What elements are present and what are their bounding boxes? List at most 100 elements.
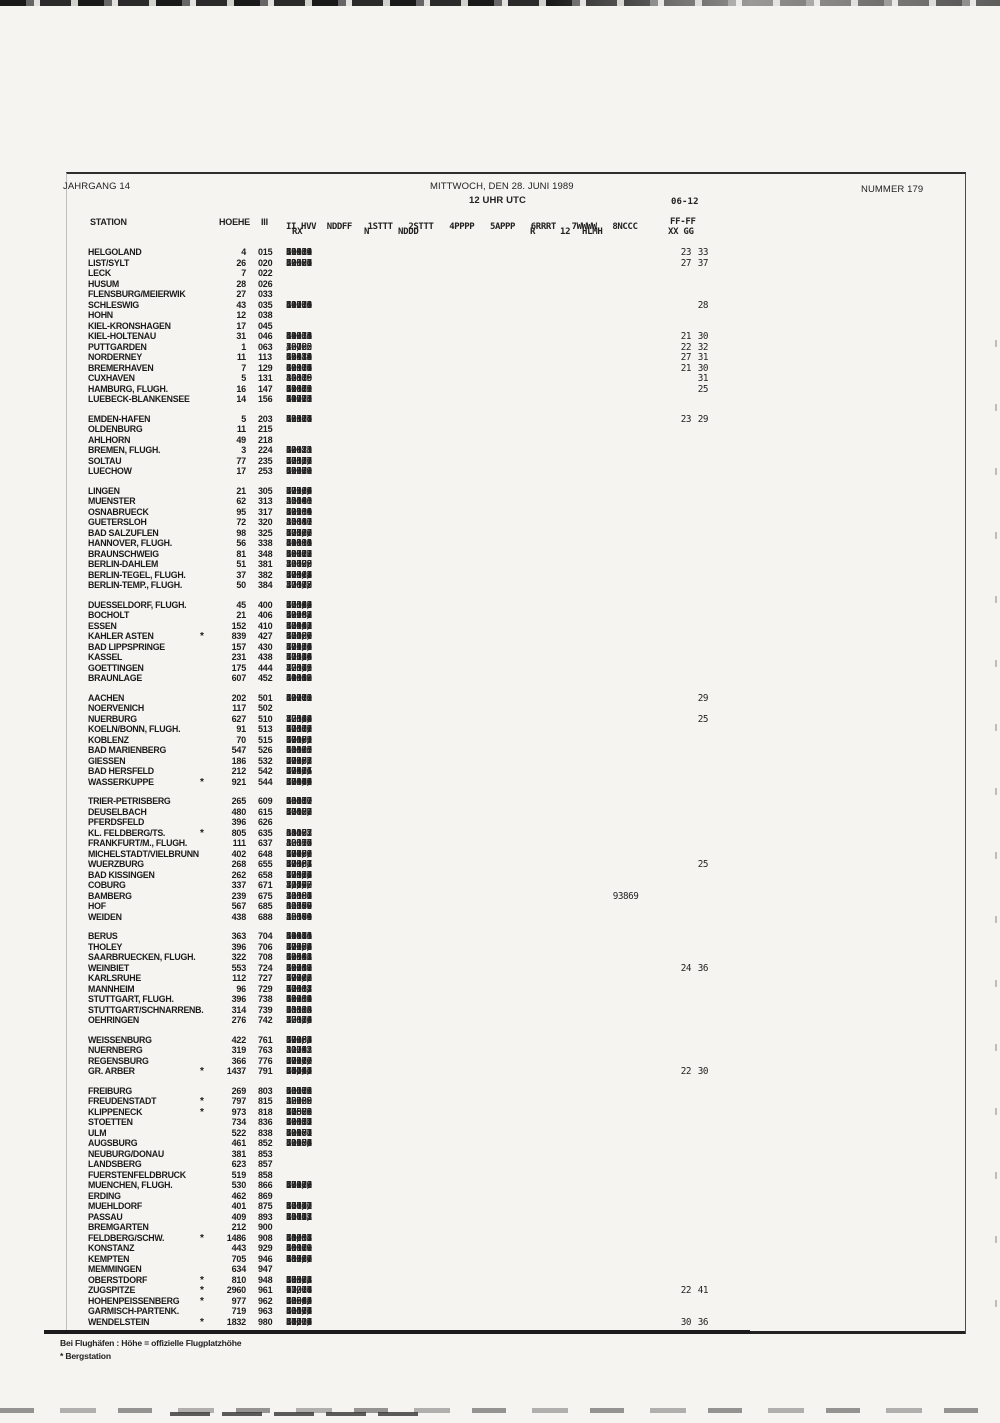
synop-group: 70182 [286, 1117, 312, 1128]
synop-group: 48492 [286, 827, 312, 839]
station-hoehe: 268 [231, 859, 247, 869]
synop-group: 40168 [286, 806, 312, 818]
synop-group: 72614 [286, 1232, 312, 1244]
station-hoehe: 11 [236, 424, 246, 434]
station-name: BAMBERG [88, 890, 132, 901]
table-row: KOELN/BONN, FLUGH. 91 513 11570 72607 10161 20… [88, 724, 988, 735]
synop-group: 63110 [286, 994, 312, 1005]
synop-group: 82701 [286, 1211, 312, 1223]
synop-group: 40157 [286, 859, 312, 870]
synop-group: 84200 [286, 394, 312, 405]
synop-group: 20065 [286, 776, 312, 788]
synop-group: 60031 [286, 1316, 312, 1328]
station-iii: 218 [258, 434, 273, 445]
station-name: NORDERNEY [88, 352, 142, 362]
station-iii: 761 [258, 1034, 273, 1045]
synop-group: 878// [286, 580, 312, 591]
station-hoehe: 77 [236, 455, 246, 466]
synop-group: 51910 [286, 1243, 312, 1254]
table-row: NUERNBERG 319 763 32782 32311 10195 20038 40152… [88, 1045, 988, 1056]
ff-xx-value: 21 [680, 362, 692, 374]
table-row: BAD SALZUFLEN 98 325 11580 72706 10160 20108 40… [88, 528, 988, 539]
synop-group: 69901 [286, 362, 312, 374]
station-hoehe: 202 [231, 692, 247, 703]
bergstation-marker: * [200, 1274, 204, 1286]
station-name: KONSTANZ [88, 1243, 135, 1253]
station-iii: 727 [258, 973, 273, 983]
synop-group: 40177 [286, 1201, 312, 1212]
synop-group: 11286 [286, 631, 312, 642]
synop-group: 20088 [286, 806, 312, 818]
station-name: BAD SALZUFLEN [88, 527, 159, 538]
synop-group: 93208 [286, 1285, 312, 1296]
table-row: COBURG 337 671 31570 72703 10170 20092 40148 530… [88, 880, 988, 891]
synop-group: 72408 [286, 620, 312, 632]
station-name: BAD KISSINGEN [88, 869, 155, 880]
synop-group: 40161 [286, 766, 312, 777]
synop-group: 11017 [286, 1285, 312, 1296]
synop-group: 52610 [286, 517, 312, 528]
synop-group: 10126 [286, 1306, 312, 1317]
station-hoehe: 17 [236, 466, 246, 476]
synop-group: 11568 [286, 610, 312, 621]
table-row: KARLSRUHE 112 727 11683 72712 10198 20080 40168… [88, 973, 988, 984]
synop-group: 20057 [286, 1117, 312, 1128]
ff-xx-value: 22 [680, 1285, 692, 1296]
synop-group: 40152 [286, 890, 312, 902]
synop-group: 42614 [286, 331, 312, 342]
synop-group: 70362 [286, 1274, 312, 1286]
synop-group: 11582 [286, 673, 312, 684]
synop-group: 72109 [286, 734, 312, 746]
table-row: AUGSBURG 461 852 11582 72406 10154 20083 40170 5… [88, 1138, 988, 1149]
synop-group: 50001 [286, 1127, 312, 1139]
synop-group: 85231 [286, 466, 312, 477]
synop-group: 52718 [286, 962, 312, 974]
synop-group: 20067 [286, 827, 312, 839]
ff-xx-value: 21 [680, 331, 692, 342]
synop-group: 84231 [286, 827, 312, 839]
station-name: KOELN/BONN, FLUGH. [88, 724, 181, 734]
synop-group: 20100 [286, 506, 312, 518]
synop-group: 10158 [286, 755, 312, 767]
synop-group: 20125 [286, 1211, 312, 1223]
station-name: BREMERHAVEN [88, 362, 154, 373]
synop-group: 70282 [286, 994, 312, 1005]
synop-group: 48507 [286, 1316, 312, 1328]
table-row: HOHENPEISSENBERG * 977 962 11265 82905 10089 20… [88, 1296, 988, 1307]
table-row: KAHLER ASTEN * 839 427 11286 72507 10100 20080 4… [88, 631, 988, 642]
synop-group: 72162 [286, 1211, 312, 1223]
station-hoehe: 7 [241, 362, 246, 373]
synop-group: 11575 [286, 394, 312, 405]
bergstation-marker: * [200, 1295, 204, 1307]
synop-group: 10172 [286, 299, 312, 311]
synop-group: 20113 [286, 652, 312, 663]
synop-group: 72313 [286, 599, 312, 611]
synop-group: 32580 [286, 1096, 312, 1107]
synop-group: 20086 [286, 890, 312, 902]
synop-group: 11668 [286, 569, 312, 581]
synop-group: 32580 [286, 713, 312, 725]
table-row: WEIDEN 438 688 32580 52609 10164 20073 40149 530… [88, 912, 988, 923]
ff-xx-value: 22 [680, 341, 692, 353]
station-iii: 046 [258, 331, 273, 341]
synop-group: 69901 [286, 973, 312, 984]
synop-group: 40179 [286, 1180, 312, 1191]
synop-group: 52012 [286, 776, 312, 788]
ff-gg-value: 37 [697, 257, 709, 269]
table-row: NOERVENICH 117 502 [88, 703, 988, 714]
synop-group: 10197 [286, 394, 312, 405]
synop-group: 60011 [286, 1306, 312, 1317]
table-row: AHLHORN 49 218 [88, 435, 988, 446]
synop-group: 71581 [286, 538, 312, 549]
synop-group: 40162 [286, 713, 312, 725]
synop-group: 10155 [286, 455, 312, 467]
synop-group: 73009 [286, 776, 312, 788]
synop-group: 52030 [286, 299, 312, 311]
synop-group: 40177 [286, 1306, 312, 1317]
synop-group: 20038 [286, 1045, 312, 1056]
synop-group: 32675 [286, 580, 312, 591]
synop-group: 69981 [286, 352, 312, 363]
synop-group: 51013 [286, 745, 312, 756]
synop-group: 8793/ [286, 983, 312, 995]
table-row: KLIPPENECK * 973 818 11370 72805 10086 20075 485… [88, 1107, 988, 1118]
